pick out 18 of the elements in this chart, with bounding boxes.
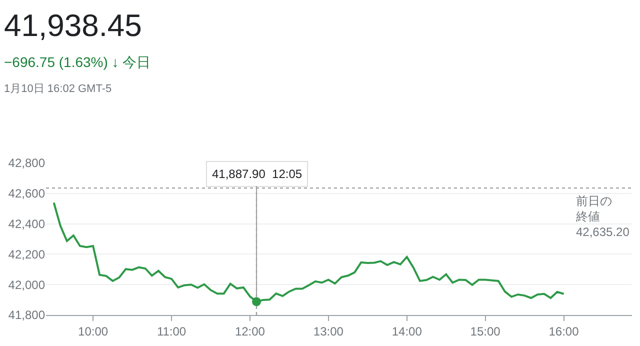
annotation: 41,887.90 12:05	[212, 167, 302, 181]
y-tick-label: 42,000	[8, 278, 46, 292]
y-tick-label: 42,600	[8, 186, 46, 201]
y-tick-label: 42,800	[8, 156, 46, 170]
x-tick-label: 10:00	[78, 324, 108, 338]
x-tick-label: 12:00	[234, 324, 266, 338]
text: 1月10日 16:02 GMT-5	[4, 83, 112, 95]
x-tick-label: 15:00	[470, 324, 501, 338]
x-tick-label: 14:00	[392, 324, 422, 338]
x-tick-label: 13:00	[313, 324, 344, 338]
ref-line-label: 前日の終値 42,635.20	[575, 194, 630, 240]
chart-subtitle: −696.75 (1.63%) ↓ 今日	[4, 54, 151, 70]
chart-title: 41,938.45	[4, 8, 142, 43]
x-tick-label: 11:00	[156, 324, 186, 338]
y-tick-label: 42,400	[8, 217, 46, 231]
y-tick-label: 41,800	[8, 308, 46, 322]
y-tick-label: 42,200	[8, 247, 46, 262]
x-tick-label: 16:00	[548, 324, 580, 338]
